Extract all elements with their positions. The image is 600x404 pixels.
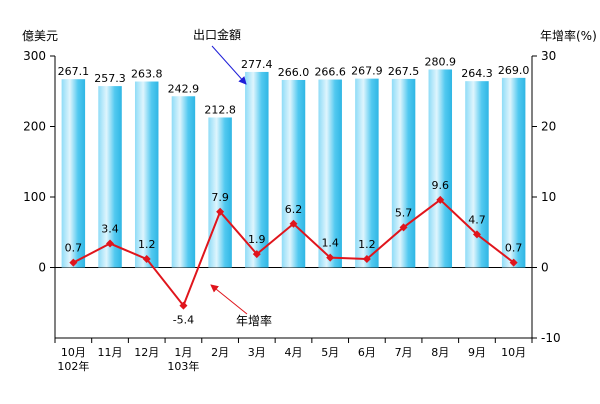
growth-value-label: 9.6 <box>432 179 450 192</box>
x-tick-label: 8月 <box>431 346 449 359</box>
growth-value-label: 0.7 <box>505 242 523 255</box>
x-tick-label: 9月 <box>468 346 486 359</box>
bar-value-label: 280.9 <box>425 55 457 68</box>
y-left-tick-label: 300 <box>23 49 46 63</box>
annotation-export-label: 出口金額 <box>193 27 241 42</box>
x-tick-label: 10月 <box>61 346 86 359</box>
y-right-tick-label: 10 <box>541 190 556 204</box>
y-right-tick-label: -10 <box>541 331 561 345</box>
bar-value-label: 266.0 <box>278 66 310 79</box>
bar-value-label: 266.6 <box>314 66 346 79</box>
y-right-tick-label: 0 <box>541 261 549 275</box>
bar-series <box>61 69 526 268</box>
bar <box>98 86 122 268</box>
x-tick-label: 12月 <box>134 346 159 359</box>
y-right-title: 年增率(%) <box>540 28 597 43</box>
x-tick-label: 5月 <box>321 346 339 359</box>
growth-value-label: 0.7 <box>65 242 83 255</box>
bar <box>318 79 342 268</box>
y-left-tick-label: 200 <box>23 120 46 134</box>
growth-point <box>509 258 518 267</box>
x-tick-label: 4月 <box>285 346 303 359</box>
growth-point <box>142 255 151 264</box>
bar-value-label: 267.1 <box>58 65 90 78</box>
growth-point <box>399 223 408 232</box>
growth-series <box>69 195 518 310</box>
y-left-tick-label: 0 <box>38 261 46 275</box>
bar <box>245 71 269 268</box>
bar-value-label: 277.4 <box>241 58 273 71</box>
x-tick-label: 2月 <box>211 346 229 359</box>
x-tick-label: 103年 <box>167 359 199 373</box>
bar-value-label: 212.8 <box>204 103 236 116</box>
growth-point <box>252 250 261 259</box>
growth-point <box>436 195 445 204</box>
bar-value-label: 257.3 <box>94 72 126 85</box>
bar-value-label: 267.9 <box>351 65 383 78</box>
bar-value-label: 267.5 <box>388 65 420 78</box>
bar-value-label: 263.8 <box>131 68 163 81</box>
growth-value-label: 6.2 <box>285 203 303 216</box>
x-tick-label: 7月 <box>395 346 413 359</box>
y-left-title: 億美元 <box>22 29 58 43</box>
x-tick-label: 10月 <box>501 346 526 359</box>
bar <box>391 78 416 268</box>
bar-value-label: 242.9 <box>168 82 200 95</box>
y-left-tick-label: 100 <box>23 190 46 204</box>
x-tick-label: 1月 <box>174 346 192 359</box>
annotation-export-arrow <box>211 45 247 85</box>
growth-point <box>216 207 225 216</box>
bar <box>208 117 232 268</box>
bar <box>501 77 526 268</box>
growth-point <box>179 301 188 310</box>
growth-point <box>362 255 371 264</box>
growth-point <box>289 219 298 228</box>
data-labels: 267.1 257.3 263.8 242.9 212.8 277.4 266.0 266.6… <box>58 55 530 326</box>
bar-value-label: 264.3 <box>461 67 493 80</box>
growth-value-label: 1.9 <box>248 233 266 246</box>
x-tick-label: 102年 <box>57 359 89 373</box>
growth-point <box>69 258 78 267</box>
growth-value-label: 1.2 <box>138 238 156 251</box>
x-tick-label: 11月 <box>98 346 123 359</box>
growth-point <box>472 230 481 239</box>
growth-value-label: 7.9 <box>211 191 229 204</box>
annotation-growth-arrow <box>210 284 248 315</box>
growth-value-label: 1.4 <box>321 237 339 250</box>
growth-value-label: 3.4 <box>101 223 119 236</box>
bar <box>61 79 86 268</box>
growth-value-label: 5.7 <box>395 206 413 219</box>
bar <box>465 81 489 268</box>
bar <box>171 96 196 268</box>
bar <box>428 69 453 268</box>
x-tick-label: 3月 <box>248 346 266 359</box>
y-right-tick-label: 30 <box>541 49 556 63</box>
growth-value-label: 4.7 <box>468 213 486 226</box>
bar <box>281 79 306 268</box>
bar-value-label: 269.0 <box>498 64 530 77</box>
annotation-growth-label: 年增率 <box>236 313 272 328</box>
growth-value-label: 1.2 <box>358 238 376 251</box>
growth-point <box>326 253 335 262</box>
growth-point <box>106 239 115 248</box>
x-tick-label: 6月 <box>358 346 376 359</box>
bar <box>355 78 379 268</box>
growth-value-label: -5.4 <box>173 314 194 327</box>
y-right-tick-label: 20 <box>541 120 556 134</box>
bar <box>134 81 159 268</box>
